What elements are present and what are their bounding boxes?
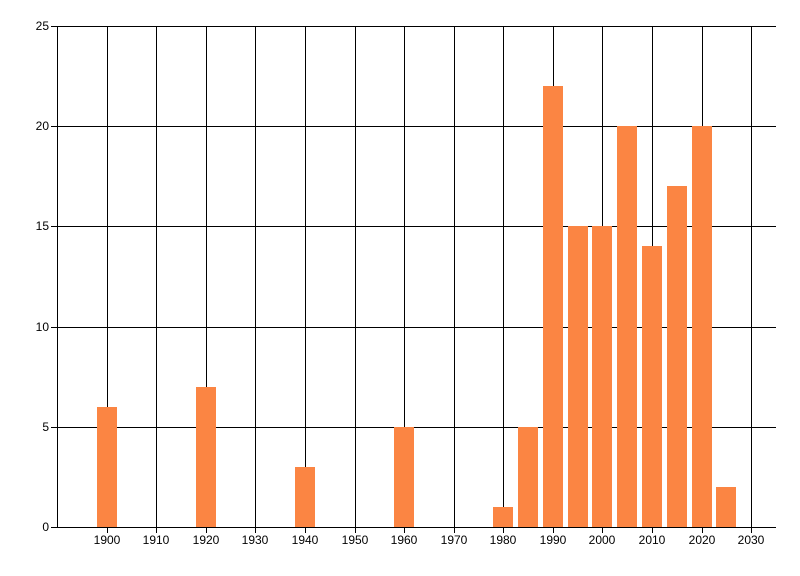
bar-1940: [295, 467, 315, 527]
y-tick-label: 25: [35, 19, 49, 33]
gridline-horizontal: [51, 527, 776, 528]
x-tick-label: 2020: [688, 533, 716, 547]
y-tick-label: 5: [42, 420, 49, 434]
gridline-vertical: [503, 26, 504, 533]
y-tick-label: 10: [35, 320, 49, 334]
bar-2000: [592, 226, 612, 527]
gridline-horizontal: [51, 226, 776, 227]
y-tick-label: 15: [35, 219, 49, 233]
bar-1995: [568, 226, 588, 527]
x-tick-label: 2030: [737, 533, 765, 547]
x-tick-label: 1970: [440, 533, 468, 547]
x-tick-label: 1900: [93, 533, 121, 547]
x-tick-label: 1930: [241, 533, 269, 547]
x-tick-label: 1960: [390, 533, 418, 547]
x-tick-label: 1950: [341, 533, 369, 547]
x-tick-label: 2010: [638, 533, 666, 547]
bar-1980: [493, 507, 513, 527]
gridline-vertical: [404, 26, 405, 533]
y-tick-label: 0: [42, 520, 49, 534]
bar-1900: [97, 407, 117, 527]
bar-2010: [642, 246, 662, 527]
gridline-vertical: [255, 26, 256, 533]
gridline-vertical: [305, 26, 306, 533]
gridline-vertical: [751, 26, 752, 533]
gridline-vertical: [156, 26, 157, 533]
bar-1990: [543, 86, 563, 527]
bar-2020: [692, 126, 712, 527]
x-tick-label: 1920: [192, 533, 220, 547]
gridline-horizontal: [51, 126, 776, 127]
x-tick-label: 1990: [539, 533, 567, 547]
gridline-vertical: [355, 26, 356, 533]
gridline-horizontal: [51, 327, 776, 328]
gridline-vertical: [454, 26, 455, 533]
x-tick-label: 1940: [291, 533, 319, 547]
y-tick-label: 20: [35, 119, 49, 133]
bar-1985: [518, 427, 538, 527]
bar-1960: [394, 427, 414, 527]
bar-2005: [617, 126, 637, 527]
bar-2025: [716, 487, 736, 527]
gridline-vertical: [206, 26, 207, 533]
bar-2015: [667, 186, 687, 527]
y-axis-line: [57, 26, 58, 528]
gridline-horizontal: [51, 26, 776, 27]
bar-1920: [196, 387, 216, 527]
x-tick-label: 1980: [489, 533, 517, 547]
gridline-vertical: [107, 26, 108, 533]
x-tick-label: 1910: [142, 533, 170, 547]
x-tick-label: 2000: [588, 533, 616, 547]
